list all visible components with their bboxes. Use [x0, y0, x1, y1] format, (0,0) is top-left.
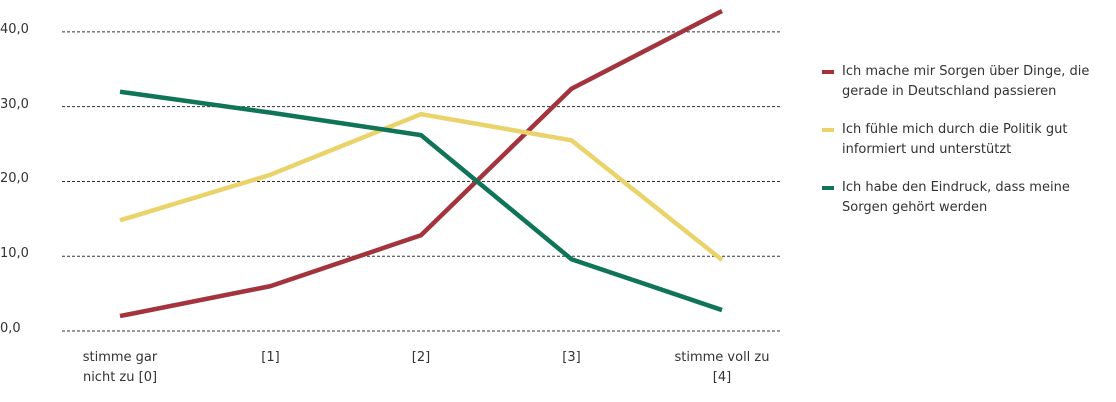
legend-label: Ich fühle mich durch die Politik gut inf… [842, 122, 1068, 157]
x-tick-label: stimme gar nicht zu [0] [82, 350, 158, 385]
legend-item: Ich habe den Eindruck, dass meine Sorgen… [822, 178, 1112, 218]
x-tick-label: [3] [562, 350, 581, 365]
legend-label: Ich habe den Eindruck, dass meine Sorgen… [842, 180, 1070, 215]
y-tick-label: 10,0 [0, 246, 29, 262]
x-tick-label: [2] [411, 350, 431, 365]
legend-swatch [822, 128, 834, 132]
y-tick-label: 40,0 [0, 21, 29, 37]
series-line [119, 89, 723, 313]
y-tick-label: 20,0 [0, 171, 29, 187]
legend-swatch [822, 70, 834, 74]
x-tick-label: stimme voll zu [4] [674, 350, 770, 385]
series-line [119, 8, 724, 319]
legend-swatch [822, 186, 834, 190]
y-tick-label: 30,0 [0, 96, 29, 112]
x-tick-label: [1] [261, 350, 280, 365]
legend-label: Ich mache mir Sorgen über Dinge, die ger… [842, 64, 1090, 99]
series-line [119, 111, 724, 262]
legend-item: Ich fühle mich durch die Politik gut inf… [822, 120, 1112, 160]
y-tick-label: 0,0 [0, 321, 21, 336]
legend-item: Ich mache mir Sorgen über Dinge, die ger… [822, 62, 1112, 102]
